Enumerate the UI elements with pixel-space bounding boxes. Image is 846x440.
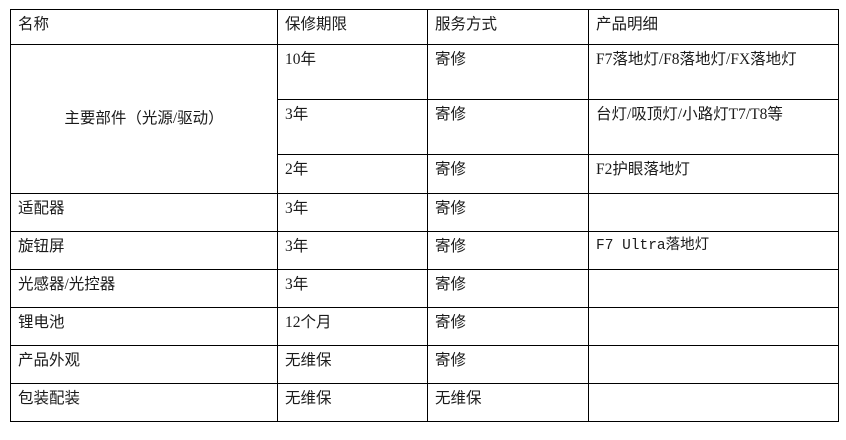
cell-detail bbox=[588, 345, 839, 384]
merged-component-name-text: 主要部件（光源/驱动） bbox=[64, 109, 224, 127]
cell-service: 寄修 bbox=[427, 193, 589, 232]
merged-component-name-cell: 主要部件（光源/驱动） bbox=[10, 44, 278, 194]
cell-service-text: 寄修 bbox=[435, 238, 467, 255]
cell-detail bbox=[588, 307, 839, 346]
cell-period: 无维保 bbox=[277, 383, 428, 422]
cell-period: 3年 bbox=[277, 99, 428, 155]
cell-period: 3年 bbox=[277, 193, 428, 232]
cell-detail bbox=[588, 193, 839, 232]
cell-name: 包装配装 bbox=[10, 383, 278, 422]
cell-detail bbox=[588, 383, 839, 422]
cell-period: 无维保 bbox=[277, 345, 428, 384]
cell-service-text: 寄修 bbox=[435, 106, 467, 123]
cell-service-text: 寄修 bbox=[435, 276, 467, 293]
cell-detail: F7落地灯/F8落地灯/FX落地灯 bbox=[588, 44, 839, 100]
cell-detail: F2护眼落地灯 bbox=[588, 154, 839, 194]
table-row: 2年 寄修 F2护眼落地灯 bbox=[11, 154, 839, 194]
cell-service: 寄修 bbox=[427, 345, 589, 384]
cell-detail-text: 台灯/吸顶灯/小路灯T7/T8等 bbox=[596, 106, 783, 123]
column-header-detail: 产品明细 bbox=[588, 9, 839, 45]
cell-period: 2年 bbox=[277, 154, 428, 194]
cell-name-text: 包装配装 bbox=[18, 390, 81, 407]
cell-period-text: 2年 bbox=[285, 161, 309, 178]
cell-service: 寄修 bbox=[427, 307, 589, 346]
cell-name-text: 适配器 bbox=[18, 200, 65, 217]
table-row: 包装配装 无维保 无维保 bbox=[10, 383, 839, 422]
cell-service: 寄修 bbox=[427, 99, 589, 155]
cell-service: 寄修 bbox=[427, 154, 589, 194]
cell-period-text: 无维保 bbox=[285, 390, 332, 407]
cell-name: 锂电池 bbox=[10, 307, 278, 346]
cell-service-text: 寄修 bbox=[435, 161, 467, 178]
cell-period: 10年 bbox=[277, 44, 428, 100]
cell-period: 12个月 bbox=[277, 307, 428, 346]
cell-service-text: 寄修 bbox=[435, 200, 467, 217]
column-header-name: 名称 bbox=[10, 9, 278, 45]
column-header-period-text: 保修期限 bbox=[285, 16, 348, 33]
cell-service: 寄修 bbox=[427, 231, 589, 270]
column-header-detail-text: 产品明细 bbox=[596, 16, 659, 33]
table-row: 旋钮屏 3年 寄修 F7 Ultra落地灯 bbox=[10, 231, 839, 270]
cell-service: 寄修 bbox=[427, 269, 589, 308]
cell-service-text: 寄修 bbox=[435, 352, 467, 369]
column-header-service-text: 服务方式 bbox=[435, 16, 498, 33]
cell-name-text: 锂电池 bbox=[18, 314, 65, 331]
cell-period: 3年 bbox=[277, 231, 428, 270]
table-row: 适配器 3年 寄修 bbox=[10, 193, 839, 232]
table-row: 主要部件（光源/驱动） 10年 寄修 F7落地灯/F8落地灯/FX落地灯 bbox=[10, 44, 839, 194]
cell-service-text: 寄修 bbox=[435, 51, 467, 68]
table-row: 产品外观 无维保 寄修 bbox=[10, 345, 839, 384]
column-header-name-text: 名称 bbox=[18, 16, 50, 33]
cell-period-text: 3年 bbox=[285, 200, 309, 217]
cell-service: 无维保 bbox=[427, 383, 589, 422]
cell-detail bbox=[588, 269, 839, 308]
cell-period: 3年 bbox=[277, 269, 428, 308]
cell-detail-text: F7落地灯/F8落地灯/FX落地灯 bbox=[596, 51, 797, 68]
cell-period-text: 12个月 bbox=[285, 314, 332, 331]
cell-period-text: 无维保 bbox=[285, 352, 332, 369]
cell-name-text: 旋钮屏 bbox=[18, 238, 65, 255]
cell-name: 旋钮屏 bbox=[10, 231, 278, 270]
cell-service-text: 无维保 bbox=[435, 390, 482, 407]
cell-detail-text: F7 Ultra落地灯 bbox=[596, 238, 710, 254]
cell-service: 寄修 bbox=[427, 44, 589, 100]
table-row: 光感器/光控器 3年 寄修 bbox=[10, 269, 839, 308]
column-header-service: 服务方式 bbox=[427, 9, 589, 45]
cell-name: 光感器/光控器 bbox=[10, 269, 278, 308]
cell-name-text: 产品外观 bbox=[18, 352, 81, 369]
cell-detail: 台灯/吸顶灯/小路灯T7/T8等 bbox=[588, 99, 839, 155]
warranty-policy-table: 名称 保修期限 服务方式 产品明细 主要部件（光源/驱动） 10年 bbox=[10, 9, 839, 422]
cell-period-text: 10年 bbox=[285, 51, 317, 68]
cell-period-text: 3年 bbox=[285, 106, 309, 123]
cell-period-text: 3年 bbox=[285, 276, 309, 293]
cell-name-text: 光感器/光控器 bbox=[18, 276, 116, 293]
table-row: 3年 寄修 台灯/吸顶灯/小路灯T7/T8等 bbox=[11, 99, 839, 155]
column-header-period: 保修期限 bbox=[277, 9, 428, 45]
cell-detail: F7 Ultra落地灯 bbox=[588, 231, 839, 270]
cell-detail-text: F2护眼落地灯 bbox=[596, 161, 690, 178]
cell-period-text: 3年 bbox=[285, 238, 309, 255]
cell-name: 产品外观 bbox=[10, 345, 278, 384]
table-row: 锂电池 12个月 寄修 bbox=[10, 307, 839, 346]
table-header-row: 名称 保修期限 服务方式 产品明细 bbox=[10, 9, 839, 45]
cell-service-text: 寄修 bbox=[435, 314, 467, 331]
cell-name: 适配器 bbox=[10, 193, 278, 232]
